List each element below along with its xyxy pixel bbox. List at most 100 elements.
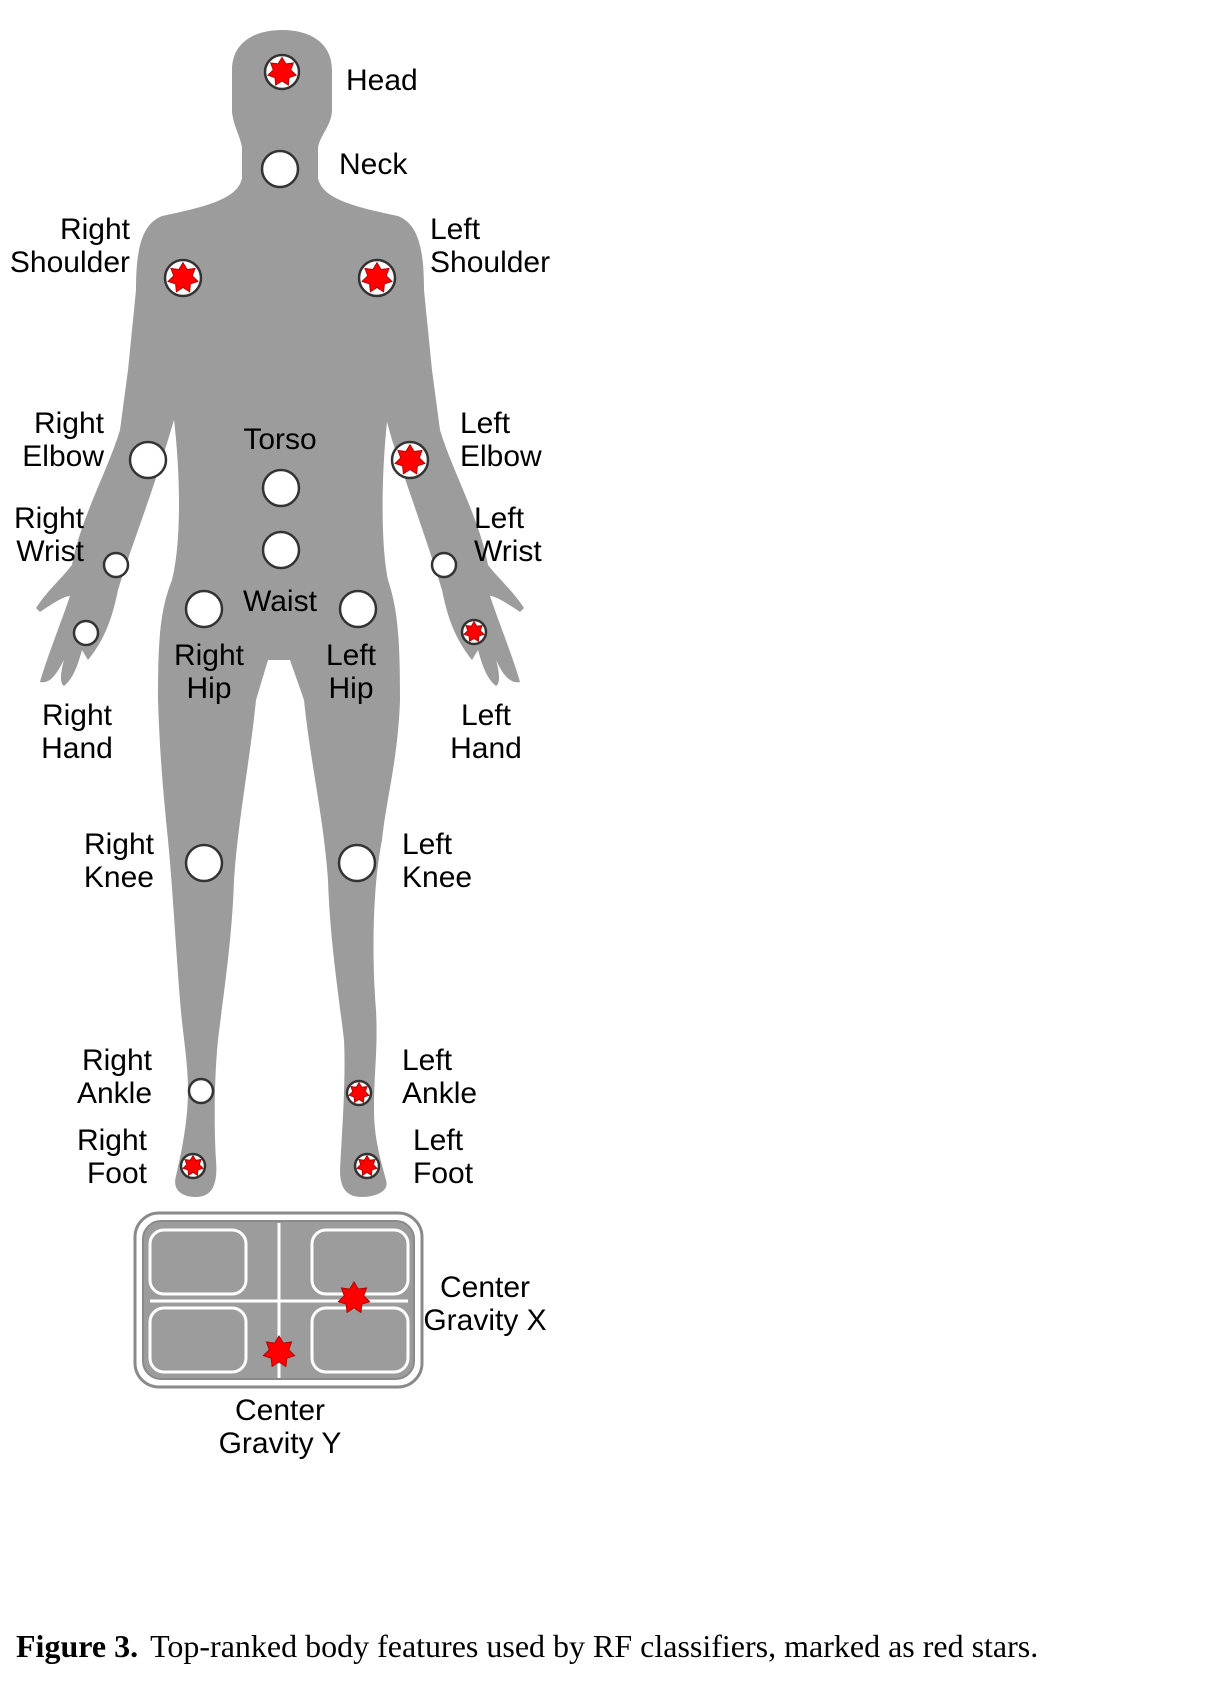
center-gravity-y-star-icon xyxy=(262,1335,296,1368)
right-elbow-label: Right Elbow xyxy=(22,407,104,473)
left-ankle-star-icon xyxy=(348,1081,370,1104)
right-elbow-label-line: Elbow xyxy=(22,440,104,473)
left-elbow-marker xyxy=(390,440,430,480)
right-hip-label-line: Hip xyxy=(186,672,231,705)
torso-label-line: Torso xyxy=(243,423,316,456)
center-gravity-y-label-line: Center xyxy=(235,1394,325,1427)
right-wrist-label-line: Right xyxy=(14,502,85,535)
left-hip-label-line: Hip xyxy=(328,672,373,705)
waist-marker xyxy=(261,530,301,570)
right-ankle-label-line: Right xyxy=(82,1044,153,1077)
right-hand-circle xyxy=(72,619,100,647)
center-gravity-y-marker xyxy=(262,1335,296,1368)
neck-marker xyxy=(260,149,300,189)
torso-marker xyxy=(261,468,301,508)
torso-label: Torso xyxy=(243,423,316,456)
waist-label-line: Waist xyxy=(243,585,318,618)
head-label: Head xyxy=(346,64,418,97)
left-elbow-label-line: Left xyxy=(460,407,511,440)
left-hand-label: Left Hand xyxy=(450,699,522,765)
center-gravity-x-label: Center Gravity X xyxy=(423,1271,546,1337)
center-gravity-x-label-line: Center xyxy=(440,1271,530,1304)
head-marker xyxy=(263,53,301,91)
right-hand-label: Right Hand xyxy=(41,699,113,765)
right-shoulder-star-icon xyxy=(167,261,199,293)
left-wrist-marker xyxy=(430,551,458,579)
right-hand-label-line: Right xyxy=(42,699,113,732)
board-pad-bottom-right xyxy=(310,1306,410,1374)
right-shoulder-label-line: Right xyxy=(60,213,131,246)
right-foot-label: Right Foot xyxy=(77,1124,148,1190)
left-foot-label-line: Foot xyxy=(413,1157,474,1190)
left-knee-label: Left Knee xyxy=(402,828,472,894)
head-star-icon xyxy=(266,56,298,86)
left-knee-marker xyxy=(337,843,377,883)
left-ankle-label-line: Ankle xyxy=(402,1077,477,1110)
left-wrist-label: Left Wrist xyxy=(474,502,542,568)
right-knee-circle xyxy=(184,843,224,883)
left-wrist-circle xyxy=(430,551,458,579)
right-knee-label-line: Knee xyxy=(84,861,154,894)
right-ankle-label-line: Ankle xyxy=(77,1077,152,1110)
left-hip-marker xyxy=(338,589,378,629)
left-hand-label-line: Left xyxy=(461,699,512,732)
right-knee-marker xyxy=(184,843,224,883)
center-gravity-x-star-icon xyxy=(337,1281,371,1314)
right-hand-label-line: Hand xyxy=(41,732,113,765)
right-hip-label-line: Right xyxy=(174,639,245,672)
left-knee-circle xyxy=(337,843,377,883)
right-ankle-label: Right Ankle xyxy=(77,1044,153,1110)
left-ankle-label-line: Left xyxy=(402,1044,453,1077)
right-elbow-circle xyxy=(128,440,168,480)
right-shoulder-label-line: Shoulder xyxy=(10,246,130,279)
left-elbow-label: Left Elbow xyxy=(460,407,542,473)
left-shoulder-label: Left Shoulder xyxy=(430,213,550,279)
center-gravity-y-label: Center Gravity Y xyxy=(219,1394,342,1460)
left-hip-circle xyxy=(338,589,378,629)
caption-text: Top-ranked body features used by RF clas… xyxy=(150,1628,1039,1664)
left-ankle-label: Left Ankle xyxy=(402,1044,477,1110)
left-ankle-marker xyxy=(345,1079,373,1107)
right-wrist-circle xyxy=(102,551,130,579)
neck-label-line: Neck xyxy=(339,148,408,181)
right-foot-marker xyxy=(179,1152,207,1180)
neck-label: Neck xyxy=(339,148,408,181)
left-knee-label-line: Knee xyxy=(402,861,472,894)
right-knee-label: Right Knee xyxy=(84,828,155,894)
left-hand-star-icon xyxy=(463,620,485,643)
right-ankle-marker xyxy=(187,1077,215,1105)
left-hip-label-line: Left xyxy=(326,639,377,672)
right-elbow-marker xyxy=(128,440,168,480)
joint-markers xyxy=(72,53,488,1368)
right-foot-label-line: Foot xyxy=(87,1157,148,1190)
right-knee-label-line: Right xyxy=(84,828,155,861)
left-shoulder-label-line: Shoulder xyxy=(430,246,550,279)
right-ankle-circle xyxy=(187,1077,215,1105)
left-knee-label-line: Left xyxy=(402,828,453,861)
left-foot-label: Left Foot xyxy=(413,1124,474,1190)
waist-circle xyxy=(261,530,301,570)
head-label-line: Head xyxy=(346,64,418,97)
right-wrist-label: Right Wrist xyxy=(14,502,85,568)
right-foot-star-icon xyxy=(182,1154,204,1177)
board-pad-top-right xyxy=(310,1228,410,1296)
right-hip-label: Right Hip xyxy=(174,639,245,705)
left-shoulder-marker xyxy=(357,258,397,298)
head-shape xyxy=(36,30,524,1197)
right-wrist-marker xyxy=(102,551,130,579)
right-hip-marker xyxy=(184,589,224,629)
center-gravity-y-label-line: Gravity Y xyxy=(219,1427,342,1460)
left-hand-marker xyxy=(460,618,488,646)
figure-number: Figure 3. xyxy=(16,1628,139,1664)
torso-circle xyxy=(261,468,301,508)
left-elbow-label-line: Elbow xyxy=(460,440,542,473)
center-gravity-x-marker xyxy=(337,1281,371,1314)
figure-caption: Figure 3. Top-ranked body features used b… xyxy=(16,1628,1216,1665)
board-pad-bottom-left xyxy=(148,1306,248,1374)
right-wrist-label-line: Wrist xyxy=(16,535,84,568)
left-hip-label: Left Hip xyxy=(326,639,377,705)
left-shoulder-label-line: Left xyxy=(430,213,481,246)
left-wrist-label-line: Left xyxy=(474,502,525,535)
